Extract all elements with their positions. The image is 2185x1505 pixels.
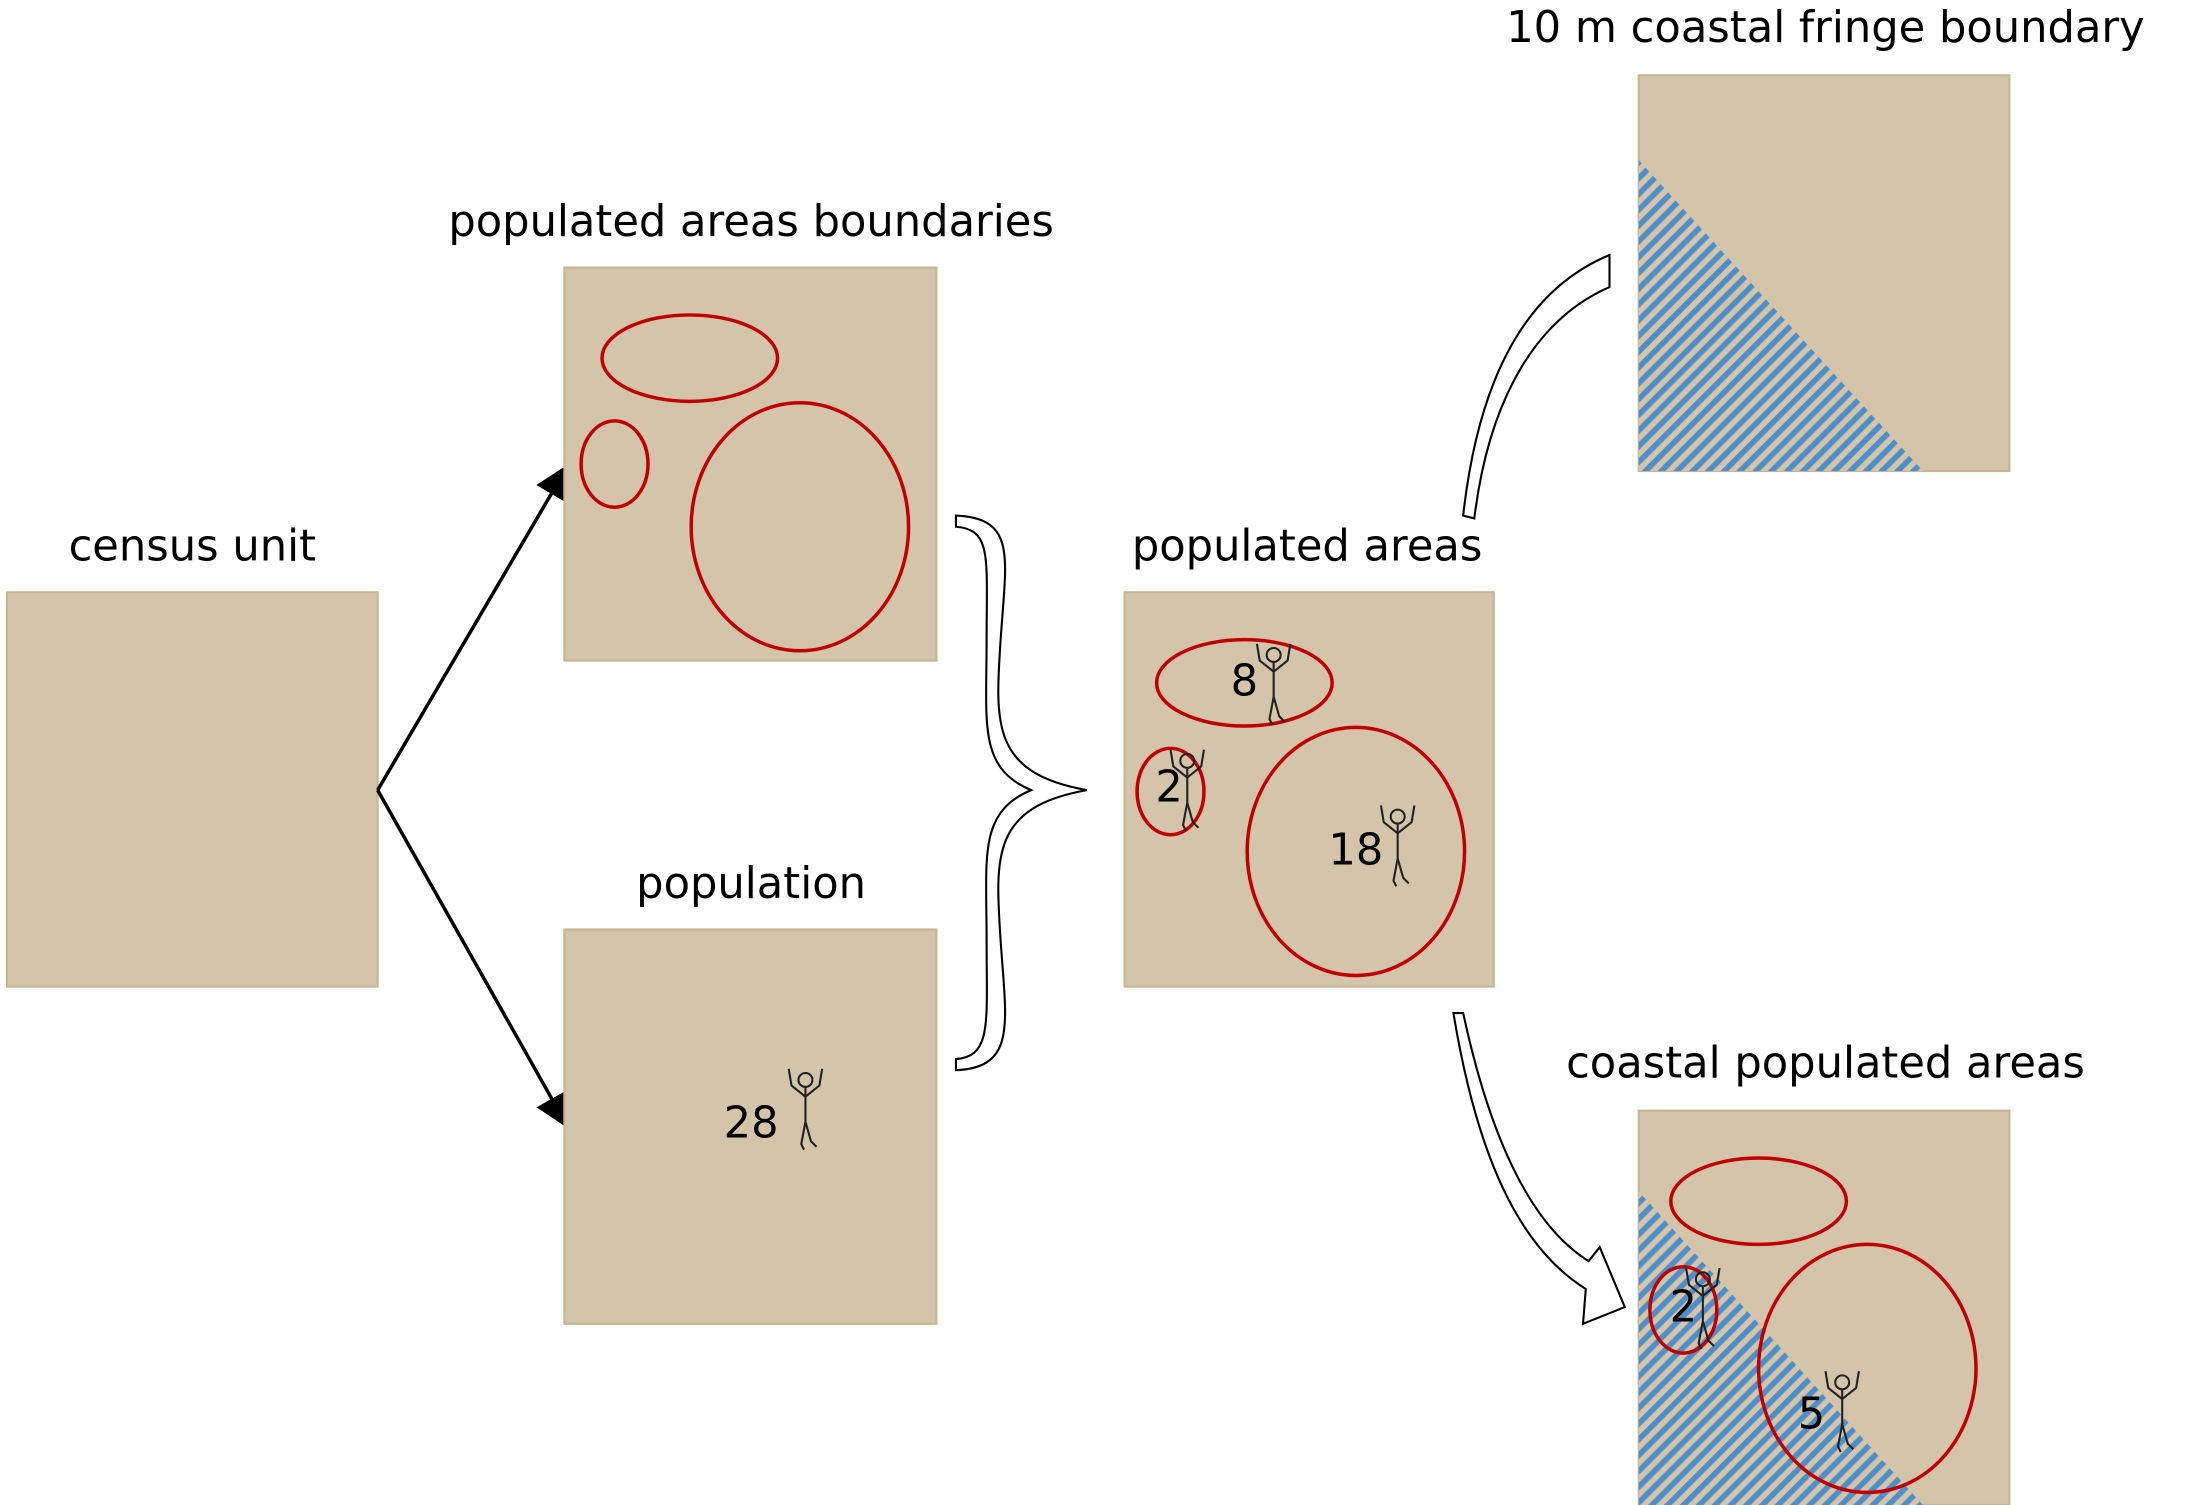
census-box <box>5 591 379 988</box>
coastal-fringe <box>1638 1191 1924 1505</box>
area <box>579 419 650 509</box>
arrow <box>1452 1012 1627 1326</box>
area <box>1756 1242 1978 1495</box>
panel-title: populated areas <box>1132 522 1483 572</box>
connector <box>1462 253 1611 520</box>
area <box>1154 637 1334 728</box>
area <box>689 400 911 653</box>
panel-title: population <box>636 859 866 909</box>
panel-title: 10 m coastal fringe boundary <box>1506 3 2145 53</box>
arrow <box>376 789 569 1129</box>
panel-title: coastal populated areas <box>1566 1039 2085 1089</box>
coastal-fringe <box>1638 160 1924 472</box>
area <box>1135 746 1206 837</box>
brace <box>954 514 1088 1072</box>
panel-title: populated areas boundaries <box>448 197 1054 247</box>
arrow <box>376 463 569 792</box>
area <box>1669 1156 1849 1247</box>
area <box>600 313 780 404</box>
panel-title: census unit <box>69 522 316 572</box>
count: 18 <box>1328 825 1383 875</box>
count: 5 <box>1798 1390 1825 1440</box>
populated-box <box>1123 591 1495 988</box>
count: 28 <box>724 1098 779 1148</box>
area <box>1245 725 1467 978</box>
population-box <box>563 928 938 1325</box>
count: 8 <box>1231 657 1258 707</box>
boundaries-box <box>563 266 938 662</box>
count: 2 <box>1670 1282 1697 1332</box>
area <box>1648 1264 1719 1355</box>
